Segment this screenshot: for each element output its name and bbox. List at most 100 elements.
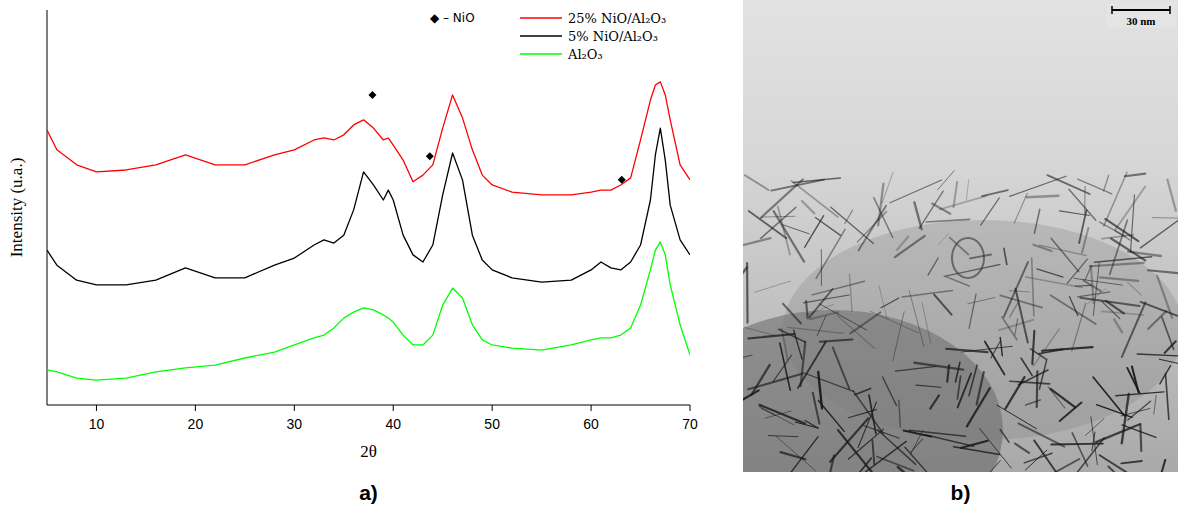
tem-fiber xyxy=(890,180,942,203)
tem-fiber xyxy=(1015,319,1018,335)
xrd-line xyxy=(47,242,690,380)
tem-fiber xyxy=(981,198,1000,225)
tem-fiber xyxy=(817,316,826,335)
x-tick xyxy=(492,405,493,411)
tem-fiber xyxy=(1116,231,1130,240)
tem-fiber xyxy=(1106,301,1124,313)
tem-fiber xyxy=(1004,248,1007,264)
tem-fiber xyxy=(1050,389,1074,407)
peak-legend: ◆ – NiO xyxy=(430,11,475,25)
tem-fiber xyxy=(798,342,826,388)
tem-fiber xyxy=(759,406,794,425)
tem-fiber xyxy=(1027,196,1059,198)
tem-fiber xyxy=(911,439,923,452)
tem-fiber xyxy=(743,355,752,368)
tem-fiber xyxy=(791,181,837,217)
tem-fiber xyxy=(1036,371,1039,407)
tem-fiber xyxy=(1139,425,1142,451)
tem-fiber xyxy=(1096,405,1132,418)
tem-fiber xyxy=(909,291,924,347)
tem-fiber xyxy=(833,347,850,388)
tem-fiber xyxy=(934,295,951,315)
tem-fiber xyxy=(1122,425,1156,437)
tem-fiber xyxy=(751,365,769,395)
tem-fiber xyxy=(937,170,954,189)
tem-fiber xyxy=(1095,257,1152,263)
x-tick xyxy=(690,405,691,411)
tem-fiber xyxy=(961,441,988,448)
tem-fiber xyxy=(1026,400,1041,405)
tem-fiber xyxy=(849,274,852,311)
tem-fiber xyxy=(761,180,803,218)
tem-fiber xyxy=(1070,297,1078,316)
tem-fiber xyxy=(1047,175,1089,194)
tem-fiber xyxy=(966,180,968,200)
tem-fiber xyxy=(1026,277,1083,287)
tem-fiber xyxy=(1005,377,1024,409)
tem-ring xyxy=(952,238,984,278)
tem-fiber xyxy=(957,376,960,399)
x-tick xyxy=(393,405,394,411)
tem-fiber xyxy=(919,191,943,228)
tem-fiber xyxy=(968,297,995,303)
tem-fiber xyxy=(812,281,864,295)
tem-fiber xyxy=(760,405,805,424)
tem-fiber xyxy=(1132,367,1138,392)
x-tick xyxy=(96,405,97,411)
x-tick-label: 20 xyxy=(188,416,204,432)
legend-label: 5% NiO/Al₂O₃ xyxy=(568,29,658,44)
tem-fiber xyxy=(1010,302,1019,317)
tem-fiber xyxy=(1165,341,1176,353)
tem-fiber xyxy=(953,182,957,207)
scale-bar-ground xyxy=(1106,2,1176,28)
tem-fiber xyxy=(997,405,1037,429)
tem-fiber xyxy=(1009,291,1029,292)
tem-fiber xyxy=(1154,395,1156,414)
tem-fiber xyxy=(1090,263,1144,266)
tem-fiber xyxy=(805,216,824,247)
tem-fiber xyxy=(820,339,853,341)
scale-bar xyxy=(1112,9,1170,11)
tem-fiber xyxy=(969,365,977,396)
tem-fiber xyxy=(1122,303,1145,357)
tem-fiber xyxy=(1085,266,1091,280)
tem-fiber xyxy=(926,219,970,222)
legend-label: Al₂O₃ xyxy=(567,47,603,62)
tem-fiber xyxy=(1002,317,1017,340)
tem-fiber xyxy=(1141,302,1178,316)
scale-bar-end xyxy=(1169,6,1171,14)
tem-fiber xyxy=(745,175,769,190)
tem-fiber xyxy=(838,430,873,472)
tem-fiber xyxy=(1148,270,1178,275)
tem-fiber xyxy=(977,372,984,404)
tem-fiber xyxy=(801,342,806,386)
scale-bar-end xyxy=(1111,6,1113,14)
tem-fiber xyxy=(780,343,790,390)
tem-fiber xyxy=(1116,392,1164,396)
tem-fiber xyxy=(982,190,1008,196)
legend-swatch xyxy=(520,53,562,55)
tem-fiber xyxy=(818,400,844,431)
tem-fiber xyxy=(1114,319,1122,332)
tem-fiber xyxy=(1018,423,1064,446)
tem-fiber xyxy=(1039,349,1063,353)
tem-fiber xyxy=(1014,193,1027,223)
tem-fiber xyxy=(895,236,925,257)
y-axis-title: Intensity (u.a.) xyxy=(7,158,26,258)
tem-fiber xyxy=(1104,176,1109,191)
tem-fiber xyxy=(922,303,930,343)
tem-fiber xyxy=(1115,187,1145,231)
y-axis-line xyxy=(47,10,48,405)
tem-dark-region xyxy=(783,220,1178,440)
tem-fiber xyxy=(985,342,1005,375)
tem-fiber xyxy=(779,329,805,342)
tem-fiber xyxy=(1167,180,1175,211)
tem-fiber xyxy=(1102,301,1120,318)
tem-fiber xyxy=(1074,278,1122,285)
panel-label: a) xyxy=(359,481,378,504)
tem-fiber xyxy=(1034,209,1039,233)
tem-fiber xyxy=(1069,189,1096,220)
tem-fiber xyxy=(1015,443,1029,452)
tem-fiber xyxy=(1092,432,1095,451)
x-tick xyxy=(294,405,295,411)
